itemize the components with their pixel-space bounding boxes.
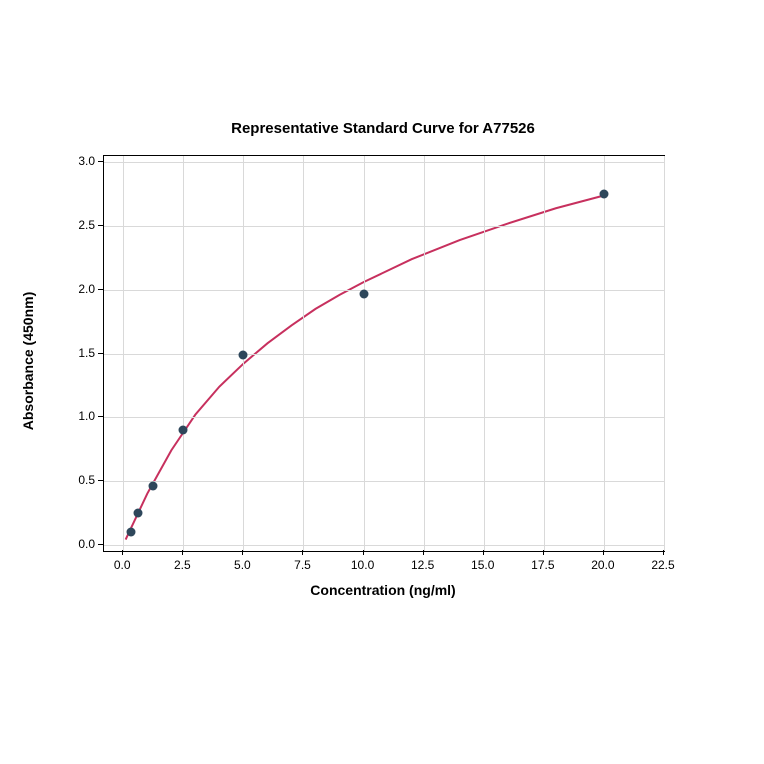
- chart-title: Representative Standard Curve for A77526: [103, 120, 663, 137]
- data-point: [599, 190, 608, 199]
- xtick-label: 0.0: [114, 558, 131, 572]
- data-point: [134, 508, 143, 517]
- tick-x: [242, 550, 243, 555]
- tick-y: [98, 544, 103, 545]
- data-point: [359, 289, 368, 298]
- tick-y: [98, 480, 103, 481]
- tick-x: [603, 550, 604, 555]
- xtick-label: 12.5: [411, 558, 434, 572]
- data-point: [126, 527, 135, 536]
- grid-h: [104, 417, 664, 418]
- grid-h: [104, 545, 664, 546]
- xtick-label: 2.5: [174, 558, 191, 572]
- xtick-label: 17.5: [531, 558, 554, 572]
- plot-area: [103, 155, 665, 552]
- xtick-label: 7.5: [294, 558, 311, 572]
- tick-x: [483, 550, 484, 555]
- xtick-label: 5.0: [234, 558, 251, 572]
- grid-v: [664, 156, 665, 551]
- xtick-label: 20.0: [591, 558, 614, 572]
- grid-h: [104, 162, 664, 163]
- grid-h: [104, 481, 664, 482]
- tick-x: [663, 550, 664, 555]
- tick-y: [98, 353, 103, 354]
- ytick-label: 0.0: [71, 537, 95, 551]
- ytick-label: 2.5: [71, 218, 95, 232]
- ytick-label: 1.0: [71, 409, 95, 423]
- tick-x: [543, 550, 544, 555]
- data-point: [239, 350, 248, 359]
- ytick-label: 3.0: [71, 154, 95, 168]
- xtick-label: 15.0: [471, 558, 494, 572]
- ytick-label: 2.0: [71, 282, 95, 296]
- tick-x: [182, 550, 183, 555]
- tick-y: [98, 225, 103, 226]
- tick-y: [98, 161, 103, 162]
- y-axis-label: Absorbance (450nm): [20, 291, 36, 429]
- x-axis-label: Concentration (ng/ml): [103, 582, 663, 598]
- grid-h: [104, 226, 664, 227]
- xtick-label: 22.5: [651, 558, 674, 572]
- ytick-label: 1.5: [71, 346, 95, 360]
- grid-h: [104, 290, 664, 291]
- tick-x: [122, 550, 123, 555]
- data-point: [149, 482, 158, 491]
- tick-y: [98, 416, 103, 417]
- tick-y: [98, 289, 103, 290]
- tick-x: [363, 550, 364, 555]
- tick-x: [423, 550, 424, 555]
- fitted-curve: [126, 196, 604, 540]
- data-point: [179, 425, 188, 434]
- ytick-label: 0.5: [71, 473, 95, 487]
- xtick-label: 10.0: [351, 558, 374, 572]
- grid-h: [104, 354, 664, 355]
- tick-x: [302, 550, 303, 555]
